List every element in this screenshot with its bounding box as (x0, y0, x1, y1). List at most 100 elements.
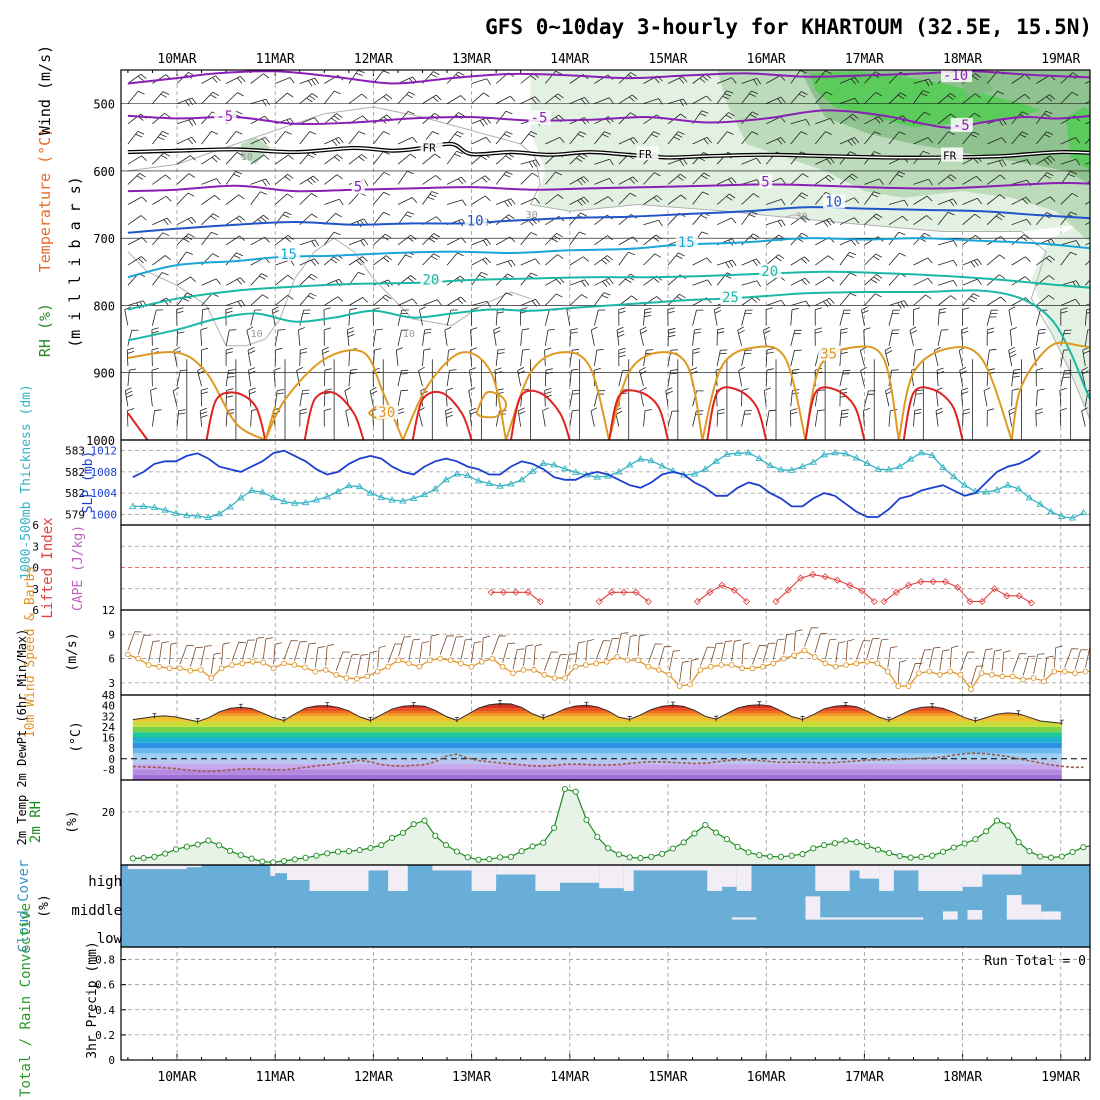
wind-barb (763, 387, 771, 407)
wind-barb (176, 118, 197, 127)
wind-barb (1011, 196, 1031, 205)
wind-barb (274, 389, 285, 407)
cloud-high-gap (736, 865, 752, 891)
date-label-bottom: 12MAR (354, 1070, 393, 1085)
cloud-high-gap (309, 865, 369, 891)
thickness-point (744, 448, 753, 456)
wind-speed-point (718, 662, 725, 668)
wind-barb (471, 195, 491, 205)
wind-barb (962, 131, 980, 145)
wind-barb (225, 171, 243, 185)
wind-barb (395, 347, 403, 367)
wind-barb (369, 387, 378, 407)
wind-barb (594, 309, 606, 326)
isotherm-label-bg (464, 213, 487, 228)
wind-barb (446, 369, 457, 387)
lifted-index-point (487, 588, 495, 596)
wind10m-barb (127, 631, 142, 651)
wind-barb (741, 157, 762, 165)
cloud-high-gap (982, 865, 1022, 875)
wind-barb (1060, 298, 1081, 306)
wind-barb (1036, 94, 1056, 104)
wind10m-barb (616, 632, 629, 654)
thickness-point (755, 454, 764, 462)
wind-speed-point (260, 659, 267, 666)
wind-barb (716, 77, 737, 84)
wind-barb (692, 191, 709, 205)
wind10m-barb (595, 640, 611, 660)
thickness-point (917, 448, 926, 456)
lifted-index-point (880, 597, 888, 606)
rh2m-point (1047, 854, 1055, 861)
cloud-high-gap (859, 865, 880, 879)
wind-barb (667, 158, 688, 166)
lifted-index-point (833, 576, 841, 584)
wind-barb (766, 116, 786, 125)
wind-barb (667, 98, 688, 107)
isotherm-label-bg (940, 147, 963, 162)
wind-barb (152, 174, 172, 185)
lifted-index-tick: 0 (32, 562, 39, 575)
wind10m-barb (877, 638, 889, 660)
wind-barb (323, 368, 332, 387)
thickness-point (809, 458, 818, 465)
temp-minmax-marker (195, 718, 200, 724)
isotherms (127, 70, 1090, 440)
wind-barb (594, 178, 614, 185)
wind-speed-point (125, 651, 131, 658)
rh2m-point (983, 828, 990, 835)
cloud-high-gap (559, 865, 600, 883)
wind-barb (397, 170, 414, 185)
date-label-top: 15MAR (648, 52, 687, 67)
lifted-index-tick: 3 (32, 583, 39, 596)
thickness-point (539, 459, 548, 466)
wind10m-barb (762, 642, 776, 663)
wind-barb (544, 387, 552, 407)
lifted-index-line (883, 581, 1032, 604)
wind-barb (348, 368, 358, 387)
slp-tick: 1008 (91, 466, 118, 479)
isotherm-line (127, 270, 1090, 311)
wind-barb (618, 176, 639, 185)
wind-barb (1036, 196, 1056, 205)
isotherm-label-bg (759, 174, 773, 189)
thickness-tick: 583 (65, 445, 85, 458)
precip-tick: 0.4 (95, 1004, 115, 1017)
thickness-tick: 582 (65, 487, 85, 500)
isotherm-label: -5 (216, 109, 233, 125)
cloud-high-gap (127, 865, 187, 870)
wind-barb (493, 326, 501, 346)
rh-contour-label: 10 (403, 329, 415, 340)
wind-barb (962, 258, 982, 268)
wind10m-barb (856, 640, 871, 660)
wind-barb (225, 152, 244, 165)
thickness-point (928, 451, 936, 458)
wind-speed-point (739, 665, 745, 672)
temp-minmax-marker (843, 701, 848, 708)
wind-barb (274, 131, 292, 145)
wind-barb (594, 277, 614, 287)
wind-barb (741, 90, 759, 104)
rh2m-point (885, 849, 893, 857)
temp-minmax-marker (411, 702, 416, 708)
wind-speed-point (905, 683, 912, 689)
cloud-high-gap (286, 865, 310, 881)
thickness-point (1079, 508, 1088, 516)
thickness-point (777, 465, 785, 473)
wind10m-barb (783, 633, 794, 655)
precip-gridlines (121, 959, 1090, 1036)
wind-barb (1032, 346, 1040, 367)
rh2m-point (799, 851, 806, 858)
wind10m-barbs (127, 627, 1090, 686)
wind-barb (741, 77, 762, 86)
wind-tick: 6 (108, 653, 115, 666)
wind-barb (815, 118, 835, 125)
wind-barb (1060, 192, 1079, 205)
isotherm-line (264, 406, 277, 440)
wind-barb (1035, 388, 1045, 407)
rh2m-point (486, 856, 493, 863)
wind-barb (127, 300, 148, 309)
thickness-point (431, 485, 440, 492)
lifted-index-point (917, 578, 925, 586)
isotherm-label-bg (675, 234, 698, 249)
